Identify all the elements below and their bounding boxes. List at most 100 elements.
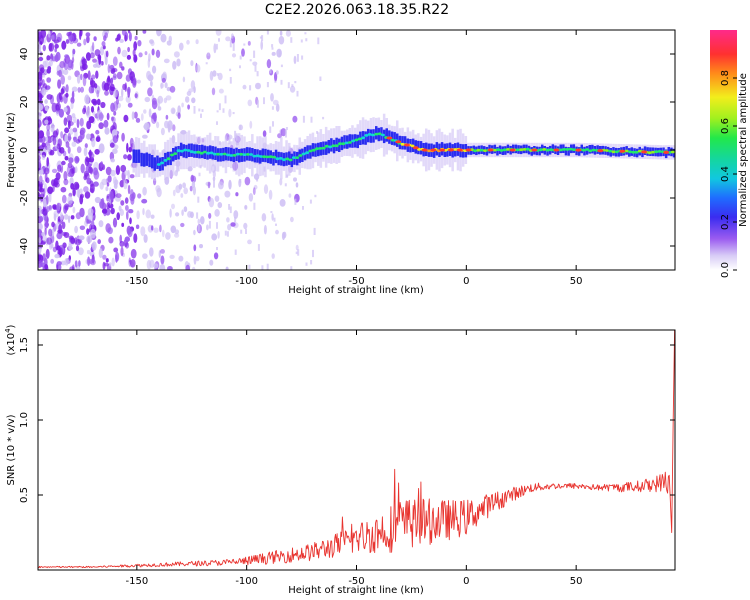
spectrogram-noise-cell [104, 90, 109, 96]
spectrogram-noise-cell [271, 44, 274, 48]
spectrogram-ridge-core [298, 154, 303, 157]
spectrogram-ridge-core [235, 152, 240, 156]
spectrogram-noise-cell [135, 224, 140, 230]
spectrogram-noise-cell [297, 249, 300, 256]
spectrogram-noise-cell [106, 112, 110, 121]
spectrogram-ridge-core [611, 150, 616, 154]
spectrogram-noise-cell [57, 79, 62, 89]
spectrogram-noise-cell [56, 143, 61, 150]
spectrogram-noise-cell [54, 253, 60, 259]
spectrogram-noise-cell [217, 72, 223, 81]
spectrogram-noise-cell [65, 141, 70, 148]
spectrogram-noise-cell [212, 70, 217, 77]
spectrogram-ridge-core [390, 138, 395, 142]
spectrogram-noise-cell [190, 80, 196, 90]
spectrogram-noise-cell [302, 115, 305, 123]
spectrogram-noise-cell [93, 36, 97, 42]
figure-title: C2E2.2026.063.18.35.R22 [265, 2, 449, 18]
spectrogram-ridge-core [189, 150, 194, 154]
spectrogram-ridge-core [496, 148, 501, 152]
spectrogram-noise-cell [69, 128, 74, 135]
spectrogram-noise-cell [275, 229, 279, 235]
spectrogram-ridge-peak [421, 148, 428, 152]
spectrogram-noise-cell [229, 77, 232, 84]
spectrogram-noise-cell [47, 186, 54, 194]
spectrogram-noise-cell [60, 88, 65, 95]
spectrogram-ridge-core [502, 148, 507, 152]
spectrogram-ridge-core [305, 151, 310, 155]
spectrogram-ridge-core [473, 149, 478, 153]
spectrogram-ridge-band [567, 147, 570, 156]
spectrogram-ridge-core [542, 148, 547, 151]
spectrogram-noise-cell [38, 31, 43, 40]
spectrogram-noise-cell [288, 193, 292, 198]
spectrogram-noise-cell [85, 32, 91, 37]
spectrogram-noise-cell [185, 264, 190, 270]
spectrogram-ridge-core [492, 148, 497, 152]
spectrogram-noise-cell [87, 256, 91, 267]
spectrogram-ridge-core [604, 149, 609, 152]
spectrogram-noise-cell [84, 143, 88, 149]
spectrogram-noise-cell [193, 244, 197, 252]
spectrogram-noise-cell [309, 199, 312, 204]
spectrogram-noise-cell [186, 91, 192, 96]
spectrogram-noise-cell [38, 228, 42, 238]
spectrogram-noise-cell [75, 245, 80, 252]
snr-x-label: Height of straight line (km) [288, 585, 424, 596]
spectrogram-noise-cell [228, 108, 232, 118]
spectrogram-noise-cell [105, 258, 109, 263]
spectrogram-noise-cell [83, 186, 89, 193]
spectrogram-noise-cell [66, 114, 73, 124]
spectrogram-noise-cell [67, 195, 73, 206]
spectrogram-noise-cell [200, 216, 205, 225]
spectrogram-ridge-core [519, 148, 524, 152]
spectrogram-noise-cell [137, 40, 142, 47]
spectrogram-noise-cell [214, 195, 220, 202]
spectrogram-noise-cell [42, 208, 48, 216]
spectrogram-noise-cell [46, 77, 52, 83]
spectrogram-noise-cell [93, 181, 99, 187]
spectrogram-noise-cell [38, 254, 42, 262]
spectrogram-noise-cell [241, 48, 245, 57]
spectrogram-noise-cell [72, 48, 76, 55]
spectrogram-noise-cell [98, 220, 104, 228]
spectrogram-noise-cell [266, 263, 269, 270]
spectrogram-ridge-core [334, 144, 339, 148]
spectrogram-ridge-core [545, 148, 550, 152]
spectrogram-ridge-core [634, 150, 639, 154]
spectrogram-noise-cell [140, 226, 146, 237]
snr-x-tick-label: 50 [570, 576, 583, 587]
spectrogram-noise-cell [134, 93, 138, 98]
spectrogram-noise-cell [107, 75, 111, 83]
spectrogram-noise-cell [50, 33, 57, 41]
spectrogram-noise-cell [162, 229, 165, 238]
spectrogram-noise-cell [192, 266, 196, 270]
spectrogram-ridge-band [393, 132, 396, 146]
spectrogram-noise-cell [92, 63, 98, 68]
spectrogram-noise-cell [88, 149, 92, 159]
spectrogram-ridge-core [608, 149, 613, 153]
spectrogram-noise-cell [124, 197, 129, 204]
spectrogram-noise-cell [77, 87, 81, 93]
spectrogram-noise-cell [121, 132, 125, 142]
spectrogram-noise-cell [142, 186, 147, 196]
spectrogram-noise-cell [161, 77, 166, 83]
spectrogram-noise-cell [270, 211, 273, 214]
snr-y-tick-label: 0.5 [19, 487, 30, 503]
spectrogram-ridge-band [177, 146, 180, 160]
spectrogram-ridge-peak [553, 148, 560, 152]
spectrogram-noise-cell [187, 104, 191, 110]
spectrogram-noise-cell [172, 60, 177, 70]
spectrogram-noise-cell [156, 187, 162, 198]
spectrogram-ridge-core [479, 148, 484, 152]
spectrogram-noise-cell [140, 113, 144, 121]
spectrogram-noise-cell [231, 33, 234, 39]
spectrogram-noise-cell [169, 254, 175, 259]
spectrogram-noise-cell [46, 237, 53, 245]
spectrogram-ridge-core [515, 148, 520, 152]
spectrogram-ridge-core [166, 157, 171, 161]
spectrogram-noise-cell [110, 207, 115, 215]
spectrogram-noise-cell [38, 241, 41, 250]
spectrogram-ridge-band [185, 144, 188, 159]
spectrogram-noise-cell [111, 67, 118, 73]
